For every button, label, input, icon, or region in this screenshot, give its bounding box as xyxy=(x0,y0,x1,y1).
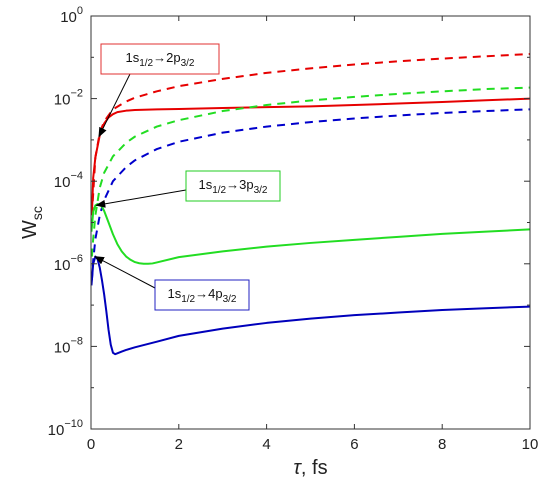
ann-4p-annotation: 1s1/2→4p3/2 xyxy=(94,256,250,311)
plot-frame xyxy=(90,15,531,430)
annotation-box xyxy=(100,43,220,75)
annotation-arrow xyxy=(95,189,187,208)
x-tick-label: 6 xyxy=(350,436,358,453)
ticks-layer: 0 2 4 6 8 10 10−10 10−8 10−6 10−4 10−2 100 τ, fs Wsc xyxy=(19,5,538,479)
y-tick-label: 10−10 xyxy=(48,418,83,439)
axes-layer xyxy=(90,15,531,430)
y-tick-label: 10−8 xyxy=(54,335,83,356)
x-tick-label: 0 xyxy=(87,436,95,453)
series-line-1 xyxy=(90,97,531,216)
annotation-label: 1s1/2→4p3/2 xyxy=(167,286,236,305)
ann-3p-annotation: 1s1/2→3p3/2 xyxy=(95,170,281,208)
y-tick-label: 10−2 xyxy=(54,88,83,109)
series-line-3 xyxy=(90,86,531,257)
series-line-6 xyxy=(90,255,531,356)
annotations-layer: 1s1/2→2p3/2 1s1/2→3p3/2 1s1/2→4p3/2 xyxy=(94,43,281,311)
series-line-2 xyxy=(90,53,531,216)
annotation-box xyxy=(154,279,250,311)
annotation-arrow xyxy=(94,256,156,289)
annotation-label: 1s1/2→2p3/2 xyxy=(125,50,194,69)
annotation-arrow xyxy=(98,73,131,138)
x-axis-title: τ, fs xyxy=(293,457,327,479)
x-tick-label: 2 xyxy=(175,436,183,453)
y-axis-title: Wsc xyxy=(19,206,45,239)
annotation-label: 1s1/2→3p3/2 xyxy=(198,177,267,196)
x-tick-label: 10 xyxy=(522,436,539,453)
x-tick-label: 8 xyxy=(438,436,446,453)
y-tick-label: 10−4 xyxy=(54,170,83,191)
series-line-4 xyxy=(90,108,531,281)
y-tick-label: 10−6 xyxy=(54,253,83,274)
y-tick-label: 100 xyxy=(60,5,83,26)
ann-2p-annotation: 1s1/2→2p3/2 xyxy=(98,43,220,138)
series-line-5 xyxy=(90,203,531,265)
x-tick-label: 4 xyxy=(262,436,270,453)
annotation-box xyxy=(185,170,281,202)
